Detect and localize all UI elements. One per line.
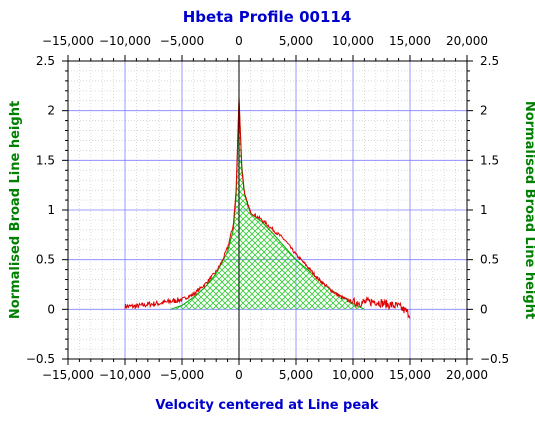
x-tick-label-top: 10,000 bbox=[332, 34, 374, 48]
y-tick-label-left: 1.5 bbox=[36, 153, 55, 167]
x-tick-label-top: −15,000 bbox=[42, 34, 94, 48]
y-tick-label-right: 1 bbox=[480, 203, 488, 217]
x-tick-label-bottom: 0 bbox=[235, 368, 243, 382]
y-axis-label-right: Normalised Broad Line height bbox=[522, 101, 535, 319]
model-fit-area bbox=[170, 100, 365, 310]
tick-marks bbox=[62, 55, 473, 365]
y-tick-label-left: 0 bbox=[47, 302, 55, 316]
minor-grid bbox=[68, 61, 467, 359]
x-tick-label-bottom: −10,000 bbox=[99, 368, 151, 382]
y-tick-label-left: 1 bbox=[47, 203, 55, 217]
y-tick-label-right: 2.5 bbox=[480, 54, 499, 68]
y-tick-label-right: 2 bbox=[480, 104, 488, 118]
y-tick-label-left: 0.5 bbox=[36, 253, 55, 267]
y-tick-label-left: 2.5 bbox=[36, 54, 55, 68]
y-tick-label-left: −0.5 bbox=[26, 352, 55, 366]
x-tick-label-top: 20,000 bbox=[446, 34, 488, 48]
x-tick-label-bottom: 10,000 bbox=[332, 368, 374, 382]
chart-title: Hbeta Profile 00114 bbox=[183, 8, 352, 26]
observed-profile-line bbox=[124, 96, 411, 319]
x-tick-label-bottom: 5,000 bbox=[279, 368, 313, 382]
y-tick-label-right: −0.5 bbox=[480, 352, 509, 366]
series-layer bbox=[124, 96, 411, 319]
x-axis-label: Velocity centered at Line peak bbox=[155, 398, 379, 413]
major-grid bbox=[68, 61, 467, 359]
y-tick-label-right: 1.5 bbox=[480, 153, 499, 167]
x-tick-label-top: 15,000 bbox=[389, 34, 431, 48]
y-tick-label-right: 0 bbox=[480, 302, 488, 316]
x-tick-label-bottom: 15,000 bbox=[389, 368, 431, 382]
x-tick-label-top: −10,000 bbox=[99, 34, 151, 48]
x-tick-label-bottom: −15,000 bbox=[42, 368, 94, 382]
x-tick-label-top: 5,000 bbox=[279, 34, 313, 48]
x-tick-label-bottom: 20,000 bbox=[446, 368, 488, 382]
y-tick-label-right: 0.5 bbox=[480, 253, 499, 267]
x-tick-label-bottom: −5,000 bbox=[160, 368, 204, 382]
y-axis-label-left: Normalised Broad Line height bbox=[8, 101, 23, 319]
x-tick-label-top: 0 bbox=[235, 34, 243, 48]
y-tick-label-left: 2 bbox=[47, 104, 55, 118]
x-tick-label-top: −5,000 bbox=[160, 34, 204, 48]
tick-labels: −15,000 −15,000 −10,000 −10,000 −5,000 −5,000… bbox=[26, 34, 509, 382]
